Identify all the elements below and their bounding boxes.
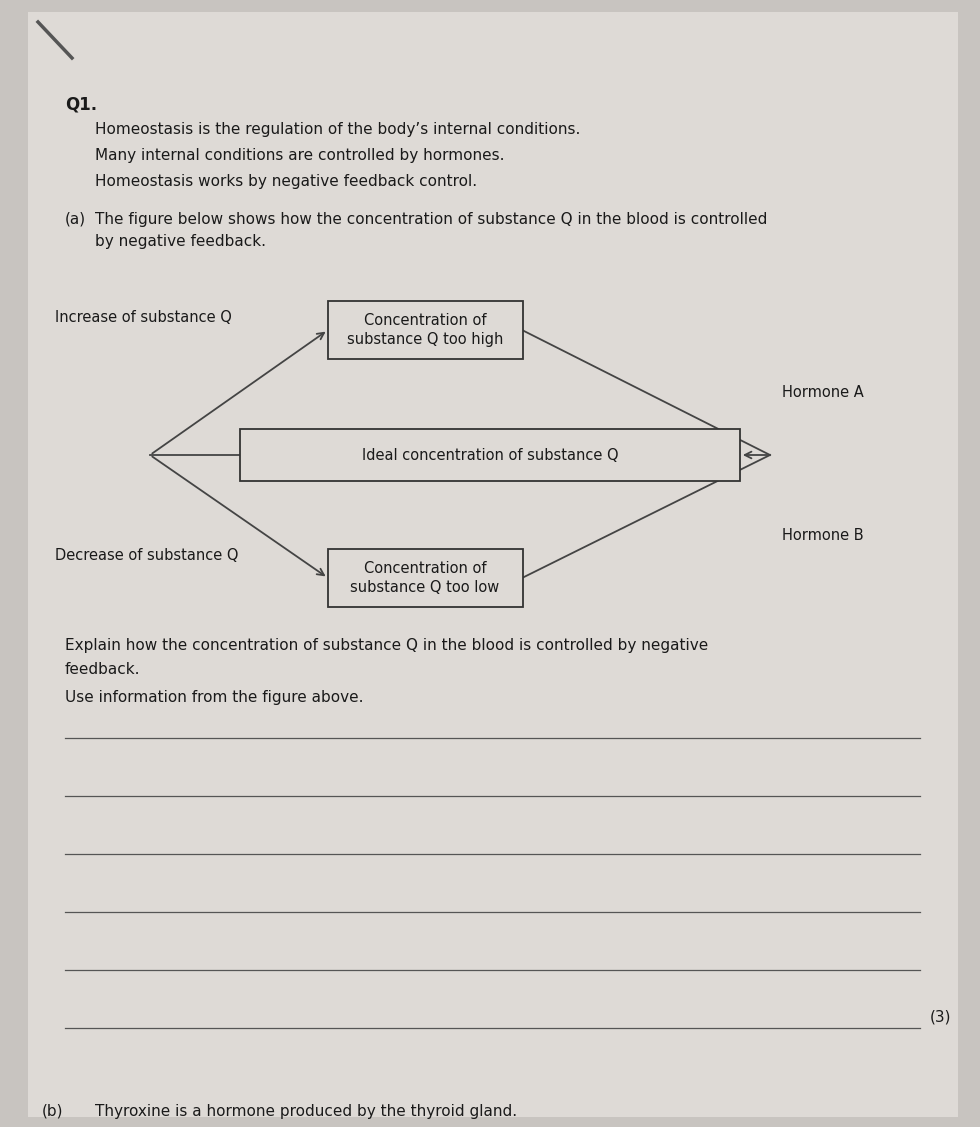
Text: (a): (a) [65, 212, 86, 227]
Bar [240, 429, 740, 481]
Text: Homeostasis works by negative feedback control.: Homeostasis works by negative feedback c… [95, 174, 477, 189]
Text: Use information from the figure above.: Use information from the figure above. [65, 690, 364, 706]
Bar [328, 549, 523, 607]
Text: by negative feedback.: by negative feedback. [95, 234, 266, 249]
Text: feedback.: feedback. [65, 662, 140, 677]
Text: Many internal conditions are controlled by hormones.: Many internal conditions are controlled … [95, 148, 505, 163]
Text: Q1.: Q1. [65, 95, 97, 113]
Text: Hormone B: Hormone B [782, 529, 863, 543]
Text: (3): (3) [930, 1010, 952, 1024]
Bar [328, 301, 523, 360]
Text: Homeostasis is the regulation of the body’s internal conditions.: Homeostasis is the regulation of the bod… [95, 122, 580, 137]
Text: (b): (b) [42, 1104, 64, 1119]
Text: Explain how the concentration of substance Q in the blood is controlled by negat: Explain how the concentration of substan… [65, 638, 709, 653]
Text: Concentration of
substance Q too low: Concentration of substance Q too low [351, 561, 500, 595]
Text: Thyroxine is a hormone produced by the thyroid gland.: Thyroxine is a hormone produced by the t… [95, 1104, 517, 1119]
Text: Increase of substance Q: Increase of substance Q [55, 310, 232, 325]
Text: Concentration of
substance Q too high: Concentration of substance Q too high [347, 313, 503, 347]
Text: The figure below shows how the concentration of substance Q in the blood is cont: The figure below shows how the concentra… [95, 212, 767, 227]
Text: Ideal concentration of substance Q: Ideal concentration of substance Q [362, 447, 618, 462]
Text: Decrease of substance Q: Decrease of substance Q [55, 548, 238, 564]
Text: Hormone A: Hormone A [782, 385, 863, 400]
